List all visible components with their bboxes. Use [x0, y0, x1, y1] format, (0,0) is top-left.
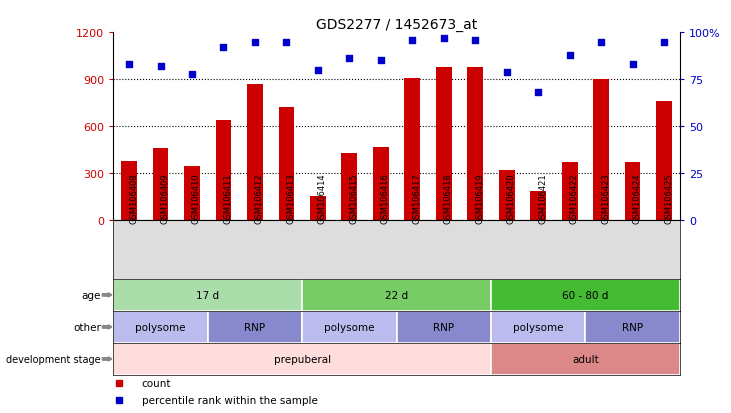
- Point: [186, 71, 198, 78]
- Bar: [594, 80, 609, 221]
- Point: [626, 62, 638, 68]
- Text: GSM106408: GSM106408: [129, 173, 138, 224]
- Bar: [491, 279, 680, 311]
- Bar: [491, 343, 680, 375]
- Point: [501, 69, 512, 76]
- Bar: [562, 163, 577, 221]
- Point: [564, 52, 575, 59]
- Bar: [310, 197, 326, 221]
- Text: adult: adult: [572, 354, 599, 364]
- Title: GDS2277 / 1452673_at: GDS2277 / 1452673_at: [316, 18, 477, 32]
- Point: [155, 64, 167, 70]
- Point: [438, 36, 450, 42]
- Bar: [113, 279, 302, 311]
- Text: polysome: polysome: [513, 322, 564, 332]
- Text: GSM106418: GSM106418: [444, 173, 452, 224]
- Text: GSM106420: GSM106420: [507, 173, 516, 224]
- Bar: [491, 311, 586, 343]
- Text: GSM106425: GSM106425: [664, 173, 673, 224]
- Point: [312, 67, 324, 74]
- Text: development stage: development stage: [7, 354, 101, 364]
- Text: GSM106415: GSM106415: [349, 173, 358, 224]
- Text: GSM106414: GSM106414: [318, 173, 327, 224]
- Point: [375, 58, 387, 64]
- Text: 60 - 80 d: 60 - 80 d: [562, 290, 609, 300]
- Bar: [625, 163, 640, 221]
- Text: GSM106411: GSM106411: [224, 173, 232, 224]
- Bar: [121, 161, 137, 221]
- Bar: [153, 149, 168, 221]
- Point: [249, 39, 261, 46]
- Point: [469, 37, 481, 44]
- Bar: [404, 78, 420, 221]
- Text: GSM106423: GSM106423: [601, 173, 610, 224]
- Bar: [113, 343, 491, 375]
- Point: [595, 39, 607, 46]
- Text: prepuberal: prepuberal: [273, 354, 330, 364]
- Point: [344, 56, 355, 63]
- Bar: [436, 67, 452, 221]
- Bar: [216, 121, 231, 221]
- Text: other: other: [73, 322, 101, 332]
- Bar: [184, 166, 200, 221]
- Bar: [113, 311, 208, 343]
- Point: [532, 90, 544, 97]
- Text: polysome: polysome: [135, 322, 186, 332]
- Text: polysome: polysome: [324, 322, 374, 332]
- Bar: [467, 67, 483, 221]
- Text: GSM106417: GSM106417: [412, 173, 421, 224]
- Bar: [656, 102, 672, 221]
- Text: GSM106419: GSM106419: [475, 173, 484, 224]
- Text: RNP: RNP: [622, 322, 643, 332]
- Text: age: age: [81, 290, 101, 300]
- Text: GSM106416: GSM106416: [381, 173, 390, 224]
- Bar: [208, 311, 302, 343]
- Text: GSM106424: GSM106424: [632, 173, 642, 224]
- Bar: [247, 85, 263, 221]
- Bar: [530, 192, 546, 221]
- Text: RNP: RNP: [244, 322, 265, 332]
- Text: percentile rank within the sample: percentile rank within the sample: [142, 395, 317, 406]
- Bar: [302, 279, 491, 311]
- Bar: [586, 311, 680, 343]
- Text: GSM106410: GSM106410: [192, 173, 201, 224]
- Point: [281, 39, 292, 46]
- Point: [406, 37, 418, 44]
- Bar: [499, 171, 515, 221]
- Point: [218, 45, 230, 51]
- Bar: [396, 311, 491, 343]
- Text: GSM106421: GSM106421: [538, 173, 548, 224]
- Text: GSM106422: GSM106422: [569, 173, 579, 224]
- Bar: [341, 154, 357, 221]
- Bar: [302, 311, 396, 343]
- Text: count: count: [142, 378, 171, 389]
- Bar: [373, 147, 389, 221]
- Text: 22 d: 22 d: [385, 290, 408, 300]
- Bar: [279, 108, 295, 221]
- Text: RNP: RNP: [433, 322, 455, 332]
- Text: 17 d: 17 d: [196, 290, 219, 300]
- Point: [124, 62, 135, 68]
- Text: GSM106412: GSM106412: [255, 173, 264, 224]
- Text: GSM106409: GSM106409: [161, 173, 170, 224]
- Point: [658, 39, 670, 46]
- Text: GSM106413: GSM106413: [287, 173, 295, 224]
